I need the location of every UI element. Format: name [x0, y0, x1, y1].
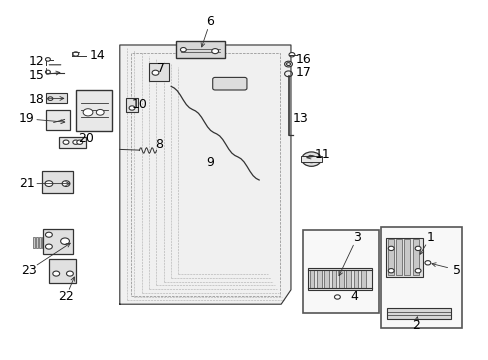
Bar [176, 41, 224, 58]
Text: 2: 2 [411, 319, 419, 332]
Bar [300, 156, 322, 162]
Circle shape [286, 63, 290, 66]
Circle shape [424, 261, 430, 265]
Text: 9: 9 [206, 156, 214, 168]
Bar [49, 259, 76, 283]
Text: 13: 13 [292, 112, 308, 125]
Circle shape [288, 53, 294, 57]
Text: 14: 14 [90, 49, 105, 62]
Circle shape [387, 246, 393, 251]
Circle shape [45, 181, 53, 186]
Text: 22: 22 [58, 291, 74, 303]
Bar [41, 171, 73, 193]
Circle shape [96, 109, 104, 115]
Circle shape [129, 106, 135, 110]
Circle shape [45, 58, 50, 61]
Polygon shape [120, 45, 290, 304]
Circle shape [334, 295, 340, 299]
Text: 8: 8 [155, 138, 163, 150]
Circle shape [387, 269, 393, 273]
Circle shape [48, 97, 53, 100]
Bar [346, 270, 350, 288]
Bar [126, 98, 138, 112]
Text: 11: 11 [314, 148, 330, 161]
Bar [303, 230, 378, 313]
Text: 12: 12 [29, 55, 44, 68]
Circle shape [45, 232, 52, 237]
Bar [395, 239, 401, 275]
Bar [309, 270, 314, 288]
Text: 23: 23 [21, 264, 37, 276]
Circle shape [45, 70, 50, 74]
Circle shape [306, 156, 316, 163]
Circle shape [66, 271, 73, 276]
Text: 18: 18 [29, 93, 44, 105]
Bar [353, 270, 358, 288]
Bar [386, 308, 450, 319]
Circle shape [211, 49, 218, 54]
Circle shape [61, 238, 69, 244]
Text: 5: 5 [452, 264, 460, 276]
Bar [404, 239, 409, 275]
Bar [46, 110, 70, 130]
Bar [130, 53, 280, 296]
Bar [324, 270, 328, 288]
Bar [316, 270, 321, 288]
Text: 6: 6 [206, 15, 214, 28]
Bar [360, 270, 365, 288]
Bar [36, 237, 38, 248]
Circle shape [63, 140, 69, 144]
Circle shape [83, 109, 93, 116]
Text: 3: 3 [352, 231, 360, 244]
Circle shape [73, 140, 79, 144]
Circle shape [152, 70, 159, 75]
Bar [59, 137, 85, 148]
Text: 21: 21 [19, 177, 35, 190]
Text: 10: 10 [131, 98, 147, 111]
Text: 19: 19 [19, 112, 35, 125]
Circle shape [77, 140, 82, 144]
Bar [46, 93, 67, 103]
Bar [387, 239, 393, 275]
Bar [307, 268, 371, 290]
Bar [43, 229, 73, 254]
Bar [39, 237, 41, 248]
Bar [412, 239, 418, 275]
Bar [149, 63, 168, 81]
Text: 20: 20 [78, 132, 93, 145]
Text: 17: 17 [295, 66, 310, 78]
Text: 16: 16 [295, 53, 310, 66]
Circle shape [73, 52, 79, 56]
Bar [386, 238, 422, 277]
Bar [331, 270, 336, 288]
Circle shape [45, 244, 52, 249]
Text: 4: 4 [350, 291, 358, 303]
Bar [42, 237, 44, 248]
Text: 1: 1 [426, 231, 433, 244]
Circle shape [53, 271, 60, 276]
Text: 15: 15 [29, 69, 44, 82]
Circle shape [180, 48, 186, 52]
FancyBboxPatch shape [212, 77, 246, 90]
Circle shape [301, 152, 321, 166]
Bar [76, 90, 112, 131]
Circle shape [414, 246, 420, 251]
Circle shape [284, 61, 292, 67]
Circle shape [414, 269, 420, 273]
Bar [381, 227, 461, 328]
Bar [338, 270, 343, 288]
Text: 7: 7 [157, 62, 165, 75]
Bar [45, 237, 47, 248]
Circle shape [62, 181, 70, 186]
Bar [33, 237, 35, 248]
